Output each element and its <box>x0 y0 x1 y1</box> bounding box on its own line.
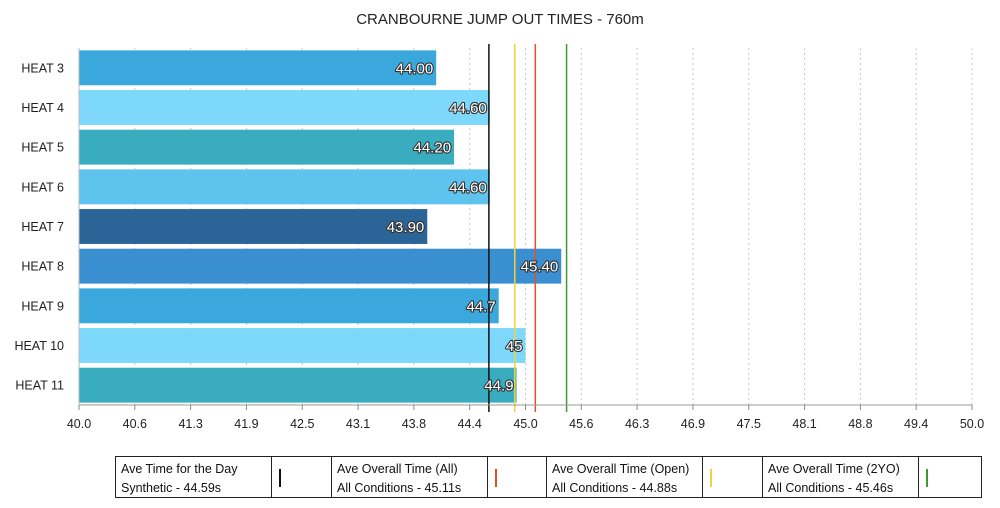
legend-line-swatch <box>710 469 712 487</box>
category-label: HEAT 8 <box>21 260 64 274</box>
data-label: 44.9 <box>484 378 513 395</box>
legend-overall-open: Ave Overall Time (Open) All Conditions -… <box>546 456 766 498</box>
bar <box>79 367 517 403</box>
x-tick-label: 47.5 <box>737 417 761 431</box>
x-tick-label: 46.9 <box>681 417 705 431</box>
category-label: HEAT 5 <box>21 141 64 155</box>
x-tick-label: 48.8 <box>848 417 872 431</box>
bar <box>79 288 499 324</box>
legend-line1: Ave Overall Time (2YO) <box>768 462 900 476</box>
data-label: 44.7 <box>467 298 496 315</box>
x-tick-label: 48.1 <box>792 417 816 431</box>
label-layer: HEAT 3 44.00 HEAT 4 44.60 HEAT 5 44.20 HEAT 6 4… <box>14 59 559 396</box>
bar <box>79 90 490 125</box>
bar <box>79 169 490 205</box>
axis-layer: 40.0 40.6 41.3 41.9 42.5 43.1 43.8 44.4 45.0 45.6… <box>67 48 984 431</box>
x-tick-label: 44.4 <box>458 417 482 431</box>
legend-line-swatch <box>279 469 281 487</box>
legend-line2: Synthetic - 44.59s <box>121 481 222 495</box>
legend-divider <box>702 457 703 497</box>
legend-line2: All Conditions - 44.88s <box>552 481 678 495</box>
legend-line1: Ave Overall Time (All) <box>337 462 458 476</box>
legend-day-average: Ave Time for the Day Synthetic - 44.59s <box>115 456 335 498</box>
legend-line-swatch <box>926 469 928 487</box>
x-tick-label: 41.9 <box>234 417 258 431</box>
category-label: HEAT 10 <box>14 339 64 353</box>
legend-line1: Ave Time for the Day <box>121 462 238 476</box>
legend-line-swatch <box>495 469 497 487</box>
legend-divider <box>487 457 488 497</box>
legend-text: Ave Overall Time (Open) All Conditions -… <box>552 460 689 498</box>
x-tick-label: 43.8 <box>402 417 426 431</box>
data-label: 45.40 <box>521 259 559 276</box>
category-label: HEAT 7 <box>21 220 64 234</box>
legend-overall-2yo: Ave Overall Time (2YO) All Conditions - … <box>762 456 982 498</box>
data-label: 44.60 <box>449 100 487 117</box>
legend-divider <box>271 457 272 497</box>
data-label: 43.90 <box>387 219 425 236</box>
bar <box>79 209 428 244</box>
legend-line1: Ave Overall Time (Open) <box>552 462 690 476</box>
bar <box>79 248 562 284</box>
reference-line-layer <box>488 44 568 412</box>
legend-line2: All Conditions - 45.46s <box>768 481 894 495</box>
category-label: HEAT 6 <box>21 180 64 194</box>
x-tick-label: 41.3 <box>178 417 202 431</box>
legend-text: Ave Overall Time (All) All Conditions - … <box>337 460 461 498</box>
legend-line2: All Conditions - 45.11s <box>337 481 462 495</box>
data-label: 44.60 <box>449 179 487 196</box>
x-tick-label: 50.0 <box>960 417 984 431</box>
category-label: HEAT 9 <box>21 299 64 313</box>
bar <box>79 50 437 86</box>
legend-text: Ave Time for the Day Synthetic - 44.59s <box>121 460 238 498</box>
x-tick-label: 45.6 <box>569 417 593 431</box>
x-tick-label: 46.3 <box>625 417 649 431</box>
x-tick-label: 49.4 <box>904 417 928 431</box>
data-label: 44.00 <box>396 60 434 77</box>
bar <box>79 328 526 363</box>
legend-divider <box>918 457 919 497</box>
legend-text: Ave Overall Time (2YO) All Conditions - … <box>768 460 900 498</box>
chart-title: CRANBOURNE JUMP OUT TIMES - 760m <box>356 11 644 28</box>
category-label: HEAT 4 <box>21 101 64 115</box>
category-label: HEAT 11 <box>15 379 64 393</box>
data-label: 45 <box>506 338 523 355</box>
x-tick-label: 45.0 <box>513 417 537 431</box>
x-tick-label: 40.6 <box>123 417 147 431</box>
legend-overall-all: Ave Overall Time (All) All Conditions - … <box>331 456 551 498</box>
bar <box>79 129 455 165</box>
data-label: 44.20 <box>414 140 452 157</box>
x-tick-label: 40.0 <box>67 417 91 431</box>
category-label: HEAT 3 <box>21 61 64 75</box>
bar-layer <box>79 50 562 403</box>
x-tick-label: 42.5 <box>290 417 314 431</box>
x-tick-label: 43.1 <box>346 417 370 431</box>
